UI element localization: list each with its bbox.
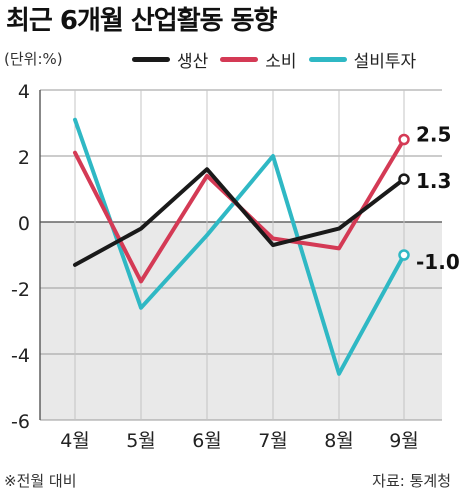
- series-line-2: [73, 117, 406, 376]
- series-line-0: [73, 167, 406, 267]
- legend-swatch-production: [132, 57, 170, 62]
- x-tick-label: 7월: [258, 430, 288, 452]
- series-end-marker-1: [398, 133, 410, 146]
- y-tick-label: 0: [18, 213, 30, 235]
- y-tick-label: 4: [18, 81, 30, 103]
- x-tick-label: 6월: [192, 430, 222, 452]
- y-tick-label: -6: [11, 411, 30, 433]
- series-end-label-2: -1.0: [416, 250, 460, 274]
- series-end-marker-0: [398, 173, 410, 185]
- x-tick-label: 9월: [389, 430, 419, 452]
- unit-label: (단위:%): [4, 50, 63, 68]
- x-tick-label: 8월: [324, 430, 354, 452]
- series-end-label-1: 2.5: [416, 123, 451, 147]
- legend-swatch-consumption: [220, 57, 259, 62]
- x-tick-label: 5월: [126, 430, 156, 452]
- y-tick-label: -2: [11, 279, 30, 301]
- legend-label-investment: 설비투자: [353, 52, 417, 72]
- y-tick-label: -4: [11, 345, 30, 367]
- source-label: 자료: 통계청: [372, 472, 451, 490]
- legend-item-investment: 설비투자: [308, 47, 417, 72]
- legend-item-production: 생산: [132, 47, 208, 72]
- negative-region: [40, 222, 442, 420]
- series-end-label-0: 1.3: [416, 169, 451, 193]
- series-end-marker-2: [398, 249, 410, 261]
- legend-label-consumption: 소비: [265, 52, 297, 72]
- legend-swatch-investment: [308, 57, 347, 62]
- footnote: ※전월 대비: [4, 472, 77, 490]
- chart-title: 최근 6개월 산업활동 동향: [6, 6, 277, 36]
- legend: 생산 소비 설비투자: [132, 47, 428, 72]
- legend-item-consumption: 소비: [220, 47, 297, 72]
- legend-label-production: 생산: [177, 52, 209, 72]
- x-tick-label: 4월: [60, 430, 90, 452]
- y-tick-label: 2: [18, 147, 30, 169]
